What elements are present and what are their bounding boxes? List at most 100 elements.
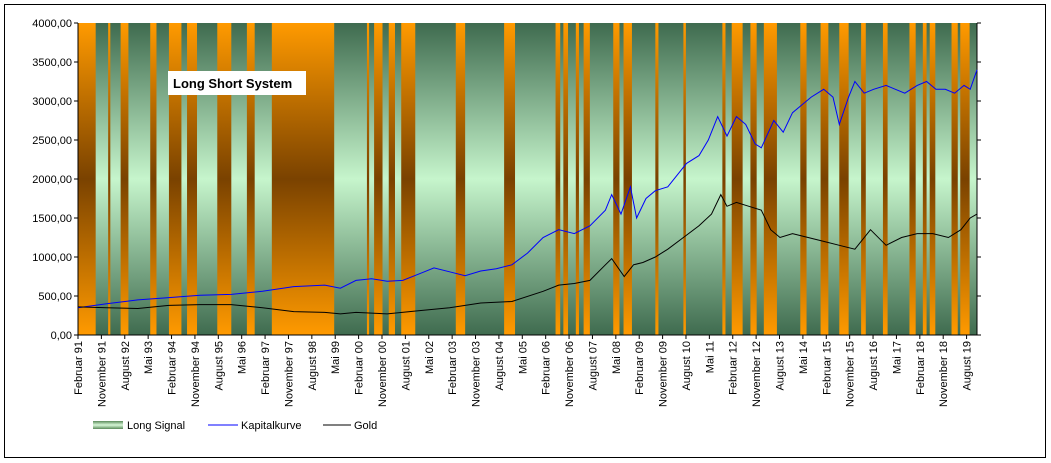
- no-signal-band: [120, 23, 129, 335]
- x-tick-label: Februar 12: [728, 341, 740, 395]
- y-tick-label: 4000,00: [32, 18, 72, 30]
- chart-frame: 0,00 500,00 1000,00 1500,00 2000,00 2500,00 30…: [4, 4, 1046, 458]
- x-tick-label: August 13: [775, 341, 787, 391]
- no-signal-band: [78, 23, 96, 335]
- x-tick-label: November 03: [471, 341, 483, 407]
- x-tick-label: November 00: [377, 341, 389, 407]
- chart-title: Long Short System: [173, 76, 292, 91]
- x-tick-label: Mai 05: [517, 341, 529, 374]
- x-tick-label: August 04: [494, 341, 506, 391]
- x-tick-label: Mai 08: [611, 341, 623, 374]
- long-signal-bands: [78, 23, 970, 335]
- legend-label-gold: Gold: [354, 420, 377, 432]
- no-signal-band: [922, 23, 927, 335]
- no-signal-band: [731, 23, 743, 335]
- y-tick-label: 1500,00: [32, 213, 72, 225]
- x-tick-label: November 94: [190, 341, 202, 407]
- no-signal-band: [366, 23, 370, 335]
- x-tick-label: August 95: [213, 341, 225, 391]
- x-tick-label: Februar 18: [915, 341, 927, 395]
- x-tick-label: Mai 14: [798, 341, 810, 374]
- x-tick-label: Februar 94: [167, 341, 179, 395]
- x-tick-label: August 16: [868, 341, 880, 391]
- no-signal-band: [217, 23, 232, 335]
- x-tick-label: August 98: [307, 341, 319, 391]
- legend-item-kapitalkurve: Kapitalkurve: [208, 420, 302, 432]
- x-tick-label: August 07: [587, 341, 599, 391]
- x-tick-label: Mai 02: [424, 341, 436, 374]
- y-tick-label: 3000,00: [32, 96, 72, 108]
- no-signal-band: [683, 23, 686, 335]
- x-tick-label: November 06: [564, 341, 576, 407]
- x-tick-label: Mai 17: [891, 341, 903, 374]
- no-signal-band: [150, 23, 157, 335]
- x-tick-label: Februar 03: [447, 341, 459, 395]
- no-signal-band: [909, 23, 916, 335]
- x-tick-label: Februar 06: [541, 341, 553, 395]
- x-tick-label: Februar 00: [354, 341, 366, 395]
- y-tick-label: 1000,00: [32, 252, 72, 264]
- no-signal-band: [882, 23, 888, 335]
- y-tick-label: 500,00: [38, 291, 72, 303]
- no-signal-band: [504, 23, 516, 335]
- legend-swatch-long-signal: [93, 421, 123, 429]
- no-signal-band: [820, 23, 829, 335]
- no-signal-band: [108, 23, 111, 335]
- no-signal-band: [623, 23, 632, 335]
- x-tick-label: Mai 96: [237, 341, 249, 374]
- x-tick-label: Mai 11: [704, 341, 716, 373]
- legend: Long Signal Kapitalkurve Gold: [93, 420, 377, 432]
- x-tick-label: August 19: [962, 341, 974, 391]
- no-signal-band: [613, 23, 620, 335]
- y-tick-label: 2000,00: [32, 174, 72, 186]
- x-tick-label: November 18: [938, 341, 950, 407]
- x-tick-label: August 01: [400, 341, 412, 391]
- no-signal-band: [960, 23, 970, 335]
- legend-label-kapitalkurve: Kapitalkurve: [241, 420, 302, 432]
- chart-title-box: Long Short System: [168, 71, 306, 95]
- no-signal-band: [839, 23, 849, 335]
- x-tick-label: Mai 93: [143, 341, 155, 374]
- no-signal-band: [861, 23, 866, 335]
- axes: [74, 22, 981, 339]
- legend-item-gold: Gold: [323, 420, 377, 432]
- chart-canvas: 0,00 500,00 1000,00 1500,00 2000,00 2500,00 30…: [32, 18, 981, 432]
- no-signal-band: [655, 23, 659, 335]
- no-signal-band: [575, 23, 579, 335]
- y-tick-label: 3500,00: [32, 57, 72, 69]
- no-signal-band: [750, 23, 757, 335]
- series-line-kapitalkurve: [77, 69, 978, 309]
- no-signal-band: [187, 23, 198, 335]
- x-tick-label: Mai 99: [330, 341, 342, 374]
- no-signal-band: [800, 23, 807, 335]
- legend-label-long-signal: Long Signal: [127, 420, 185, 432]
- x-tick-label: November 12: [751, 341, 763, 407]
- y-tick-label: 0,00: [51, 330, 72, 342]
- x-tick-label: November 15: [845, 341, 857, 407]
- no-signal-band: [951, 23, 958, 335]
- no-signal-band: [374, 23, 383, 335]
- no-signal-band: [168, 23, 182, 335]
- x-tick-label: Februar 91: [73, 341, 85, 395]
- no-signal-band: [455, 23, 466, 335]
- x-tick-label: Februar 97: [260, 341, 272, 395]
- x-tick-label: November 09: [658, 341, 670, 407]
- no-signal-band: [401, 23, 416, 335]
- series-line-gold: [77, 193, 978, 315]
- series-lines: [77, 69, 978, 315]
- x-tick-label: November 91: [96, 341, 108, 407]
- no-signal-band: [563, 23, 569, 335]
- x-tick-label: Februar 15: [821, 341, 833, 395]
- no-signal-band: [555, 23, 561, 335]
- y-axis-tick-labels: 0,00 500,00 1000,00 1500,00 2000,00 2500,00 30…: [32, 18, 72, 342]
- y-tick-label: 2500,00: [32, 135, 72, 147]
- no-signal-band: [583, 23, 590, 335]
- x-tick-label: August 10: [681, 341, 693, 391]
- x-tick-label: November 97: [283, 341, 295, 407]
- no-signal-band: [246, 23, 255, 335]
- legend-item-long-signal: Long Signal: [93, 420, 185, 432]
- no-signal-band: [763, 23, 777, 335]
- no-signal-band: [722, 23, 726, 335]
- x-tick-label: August 92: [120, 341, 132, 391]
- x-axis-tick-labels: Februar 91 November 91 August 92 Mai 93 Febr…: [73, 341, 974, 407]
